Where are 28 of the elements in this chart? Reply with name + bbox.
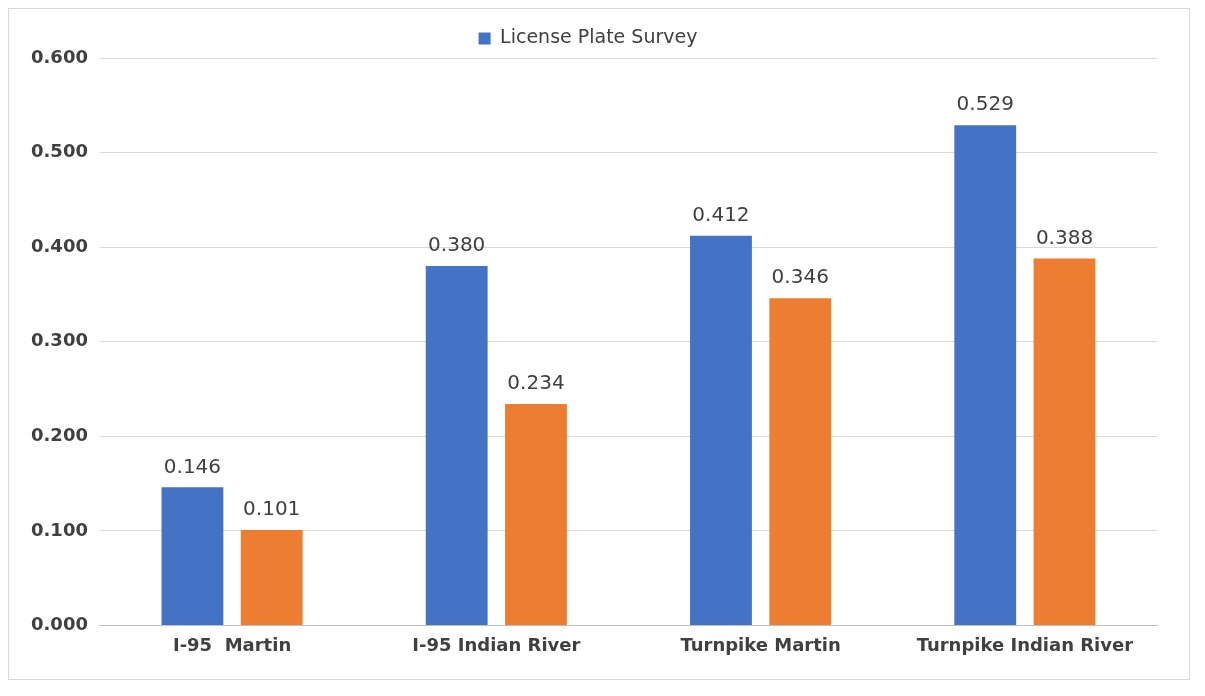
data-label: 0.101 bbox=[243, 496, 301, 521]
legend-label: License Plate Survey bbox=[500, 25, 698, 48]
data-label: 0.146 bbox=[163, 453, 222, 478]
bar bbox=[769, 298, 832, 625]
bar bbox=[425, 266, 488, 625]
data-label: 0.380 bbox=[428, 232, 486, 257]
data-label: 0.234 bbox=[507, 370, 565, 395]
y-tick-label: 0.400 bbox=[31, 234, 88, 256]
y-tick-label: 0.100 bbox=[31, 518, 88, 540]
bar bbox=[505, 404, 567, 625]
data-label: 0.346 bbox=[771, 264, 829, 289]
bar bbox=[954, 125, 1017, 625]
x-tick-label: Turnpike Martin bbox=[680, 633, 841, 655]
bar bbox=[161, 487, 224, 625]
y-tick-label: 0.000 bbox=[31, 613, 88, 635]
x-tick-label: I-95 Indian River bbox=[412, 633, 581, 655]
data-label: 0.529 bbox=[956, 91, 1014, 116]
bar bbox=[1033, 258, 1096, 625]
y-tick-label: 0.300 bbox=[31, 329, 88, 351]
bar bbox=[240, 529, 303, 625]
data-label: 0.388 bbox=[1035, 224, 1094, 249]
bar bbox=[690, 235, 752, 625]
x-tick-label: Turnpike Indian River bbox=[916, 633, 1134, 655]
y-tick-label: 0.500 bbox=[31, 140, 88, 162]
y-tick-label: 0.600 bbox=[31, 45, 88, 67]
x-tick-label: I-95 Martin bbox=[172, 633, 292, 655]
y-tick-label: 0.200 bbox=[31, 423, 88, 445]
data-label: 0.412 bbox=[692, 201, 750, 226]
